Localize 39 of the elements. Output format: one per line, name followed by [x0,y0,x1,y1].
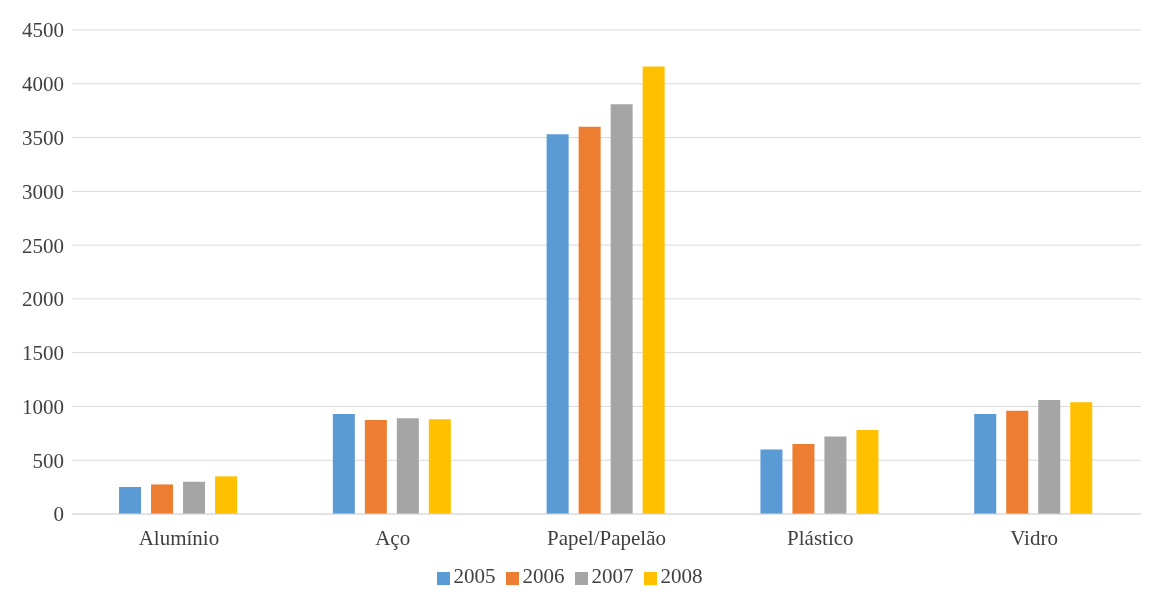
bar [428,419,451,514]
y-tick-label: 4500 [22,18,64,43]
x-tick-label: Aço [375,525,411,550]
y-tick-label: 4000 [22,72,64,97]
x-tick-label: Alumínio [138,525,220,550]
y-tick-label: 2000 [22,287,64,312]
bar [1006,410,1029,514]
bar [396,418,419,514]
y-tick-label: 3000 [22,179,64,204]
y-tick-label: 0 [53,502,64,527]
bar [760,449,783,514]
y-tick-label: 2500 [22,233,64,258]
bar [183,481,206,514]
bar [824,436,847,514]
x-tick-label: Plástico [787,525,854,550]
bar [332,413,355,514]
y-tick-label: 1500 [22,341,64,366]
bar [119,487,142,514]
legend-label: 2007 [591,564,634,588]
bar [215,476,238,514]
bar [610,104,633,514]
bar [1038,399,1061,514]
y-tick-label: 500 [32,448,64,473]
bar [642,66,665,514]
bar [546,134,569,514]
y-tick-label: 1000 [22,394,64,419]
bar [792,444,815,514]
bar [1070,402,1093,514]
x-tick-label: Papel/Papelão [547,525,666,550]
legend-label: 2005 [453,564,496,588]
x-tick-label: Vidro [1010,525,1058,550]
bar [578,126,601,514]
bar [151,484,174,514]
bar [364,419,387,514]
legend-label: 2008 [660,564,703,588]
bar [856,430,879,514]
legend-label: 2006 [522,564,565,588]
bar [974,413,997,514]
y-tick-label: 3500 [22,126,64,151]
